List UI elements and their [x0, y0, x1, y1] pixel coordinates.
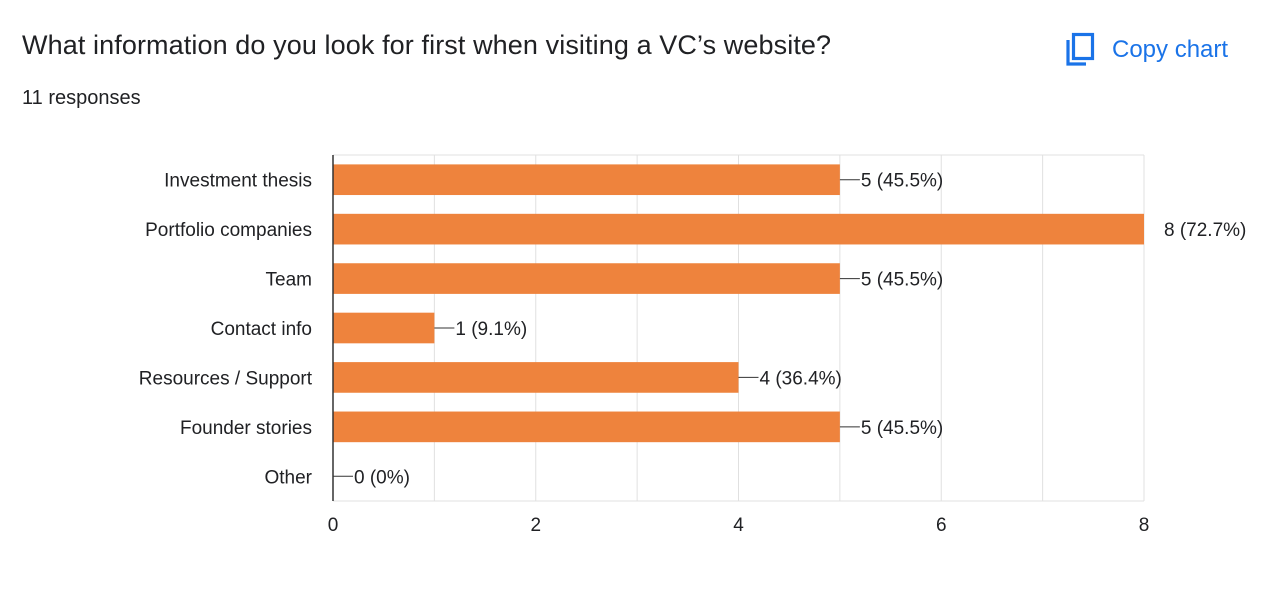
category-label: Founder stories: [180, 418, 312, 439]
x-tick-label: 8: [1139, 515, 1150, 536]
x-tick-label: 4: [733, 515, 744, 536]
x-tick-label: 6: [936, 515, 947, 536]
data-label: 4 (36.4%): [760, 368, 842, 389]
category-label: Investment thesis: [164, 171, 312, 192]
category-label: Portfolio companies: [145, 220, 312, 241]
category-label: Team: [266, 270, 312, 291]
data-label: 8 (72.7%): [1164, 220, 1246, 241]
question-title: What information do you look for first w…: [22, 30, 832, 60]
bar-1[interactable]: [333, 213, 1144, 245]
bar-3[interactable]: [333, 312, 435, 344]
category-label: Contact info: [211, 319, 312, 340]
data-label: 5 (45.5%): [861, 171, 943, 192]
data-label: 5 (45.5%): [861, 270, 943, 291]
category-label: Other: [264, 467, 312, 488]
bar-0[interactable]: [333, 164, 840, 196]
category-label: Resources / Support: [139, 368, 313, 389]
bar-2[interactable]: [333, 263, 840, 294]
response-count: 11 responses: [22, 87, 141, 109]
axes: 0 2 4 6 8: [328, 155, 1150, 536]
copy-icon: [1066, 32, 1095, 66]
data-label: 1 (9.1%): [455, 319, 527, 340]
grid-lines: [333, 154, 1145, 502]
x-tick-label: 2: [530, 515, 541, 536]
copy-chart-button[interactable]: Copy chart: [1058, 28, 1234, 72]
bar-5[interactable]: [333, 411, 840, 443]
x-tick-label: 0: [328, 515, 339, 536]
bars: [333, 164, 1144, 443]
data-label: 0 (0%): [354, 467, 410, 488]
data-label: 5 (45.5%): [861, 418, 943, 439]
bar-4[interactable]: [333, 362, 739, 393]
copy-chart-label: Copy chart: [1112, 36, 1229, 63]
labels: Investment thesis 5 (45.5%) Portfolio comp…: [139, 171, 1247, 489]
